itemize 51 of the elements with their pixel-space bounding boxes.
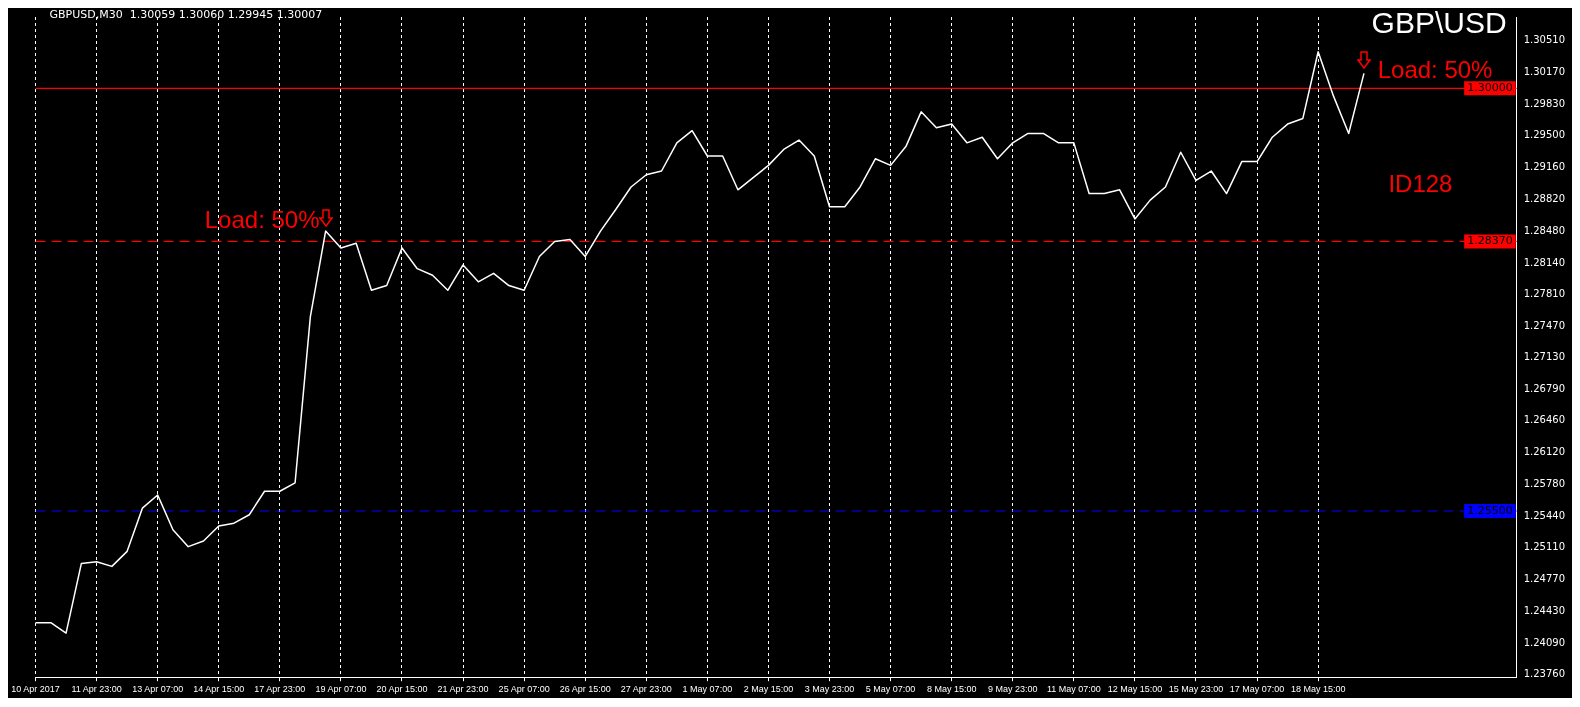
y-tick-label: 1.24770 (1523, 573, 1566, 585)
chart-subtitle: GBPUSD,M30 1.30059 1.30060 1.29945 1.30007 (49, 8, 323, 22)
y-tick-label: 1.29500 (1523, 128, 1566, 140)
y-tick-label: 1.29160 (1523, 160, 1566, 172)
annotation: Load: 50% (1377, 56, 1493, 84)
x-tick-label: 12 May 15:00 (1107, 684, 1163, 695)
y-tick-label: 1.27130 (1523, 351, 1566, 363)
x-tick-label: 25 Apr 07:00 (498, 684, 550, 695)
x-tick-label: 5 May 07:00 (865, 684, 916, 695)
x-tick-label: 18 May 15:00 (1290, 684, 1346, 695)
x-tick-label: 27 Apr 23:00 (620, 684, 672, 695)
y-tick-label: 1.24430 (1523, 605, 1566, 617)
x-tick-label: 17 Apr 23:00 (254, 684, 306, 695)
x-tick-label: 26 Apr 15:00 (559, 684, 611, 695)
y-tick-label: 1.24090 (1523, 636, 1566, 648)
y-tick-label: 1.28480 (1523, 224, 1566, 236)
annotation: ID128 (1388, 169, 1453, 197)
y-tick-label: 1.23760 (1523, 667, 1566, 679)
x-tick-label: 15 May 23:00 (1168, 684, 1224, 695)
x-tick-label: 9 May 23:00 (987, 684, 1038, 695)
x-tick-label: 14 Apr 15:00 (193, 684, 245, 695)
x-tick-label: 8 May 15:00 (926, 684, 977, 695)
y-tick-label: 1.29830 (1523, 97, 1566, 109)
ref-line-label: 1.30000 (1467, 81, 1513, 95)
x-tick-label: 11 May 07:00 (1046, 684, 1101, 695)
annotation: Load: 50% (204, 206, 320, 234)
ref-line-label: 1.28370 (1467, 234, 1513, 248)
x-tick-label: 11 Apr 23:00 (71, 684, 122, 695)
y-tick-label: 1.25440 (1523, 510, 1566, 522)
x-tick-label: 13 Apr 07:00 (132, 684, 184, 695)
x-tick-label: 3 May 23:00 (804, 684, 855, 695)
y-tick-label: 1.26460 (1523, 414, 1566, 426)
y-tick-label: 1.28140 (1523, 256, 1566, 268)
y-tick-label: 1.25780 (1523, 478, 1566, 490)
x-tick-label: 1 May 07:00 (682, 684, 733, 695)
y-tick-label: 1.25110 (1523, 541, 1566, 553)
x-tick-label: 19 Apr 07:00 (315, 684, 367, 695)
y-tick-label: 1.30170 (1523, 66, 1566, 77)
y-tick-label: 1.27810 (1523, 287, 1566, 299)
y-tick-label: 1.30510 (1523, 34, 1566, 46)
x-tick-label: 17 May 07:00 (1229, 684, 1285, 695)
y-tick-label: 1.26120 (1523, 446, 1566, 458)
x-tick-label: 21 Apr 23:00 (437, 684, 489, 695)
y-tick-label: 1.26790 (1523, 383, 1566, 395)
y-tick-label: 1.28820 (1523, 192, 1566, 204)
ref-line-label: 1.25500 (1467, 503, 1513, 517)
x-tick-label: 2 May 15:00 (743, 684, 794, 695)
chart-title: GBP\USD (1371, 6, 1507, 40)
x-tick-label: 10 Apr 2017 (11, 684, 60, 695)
x-tick-label: 20 Apr 15:00 (376, 684, 428, 695)
y-tick-label: 1.27470 (1523, 319, 1566, 331)
